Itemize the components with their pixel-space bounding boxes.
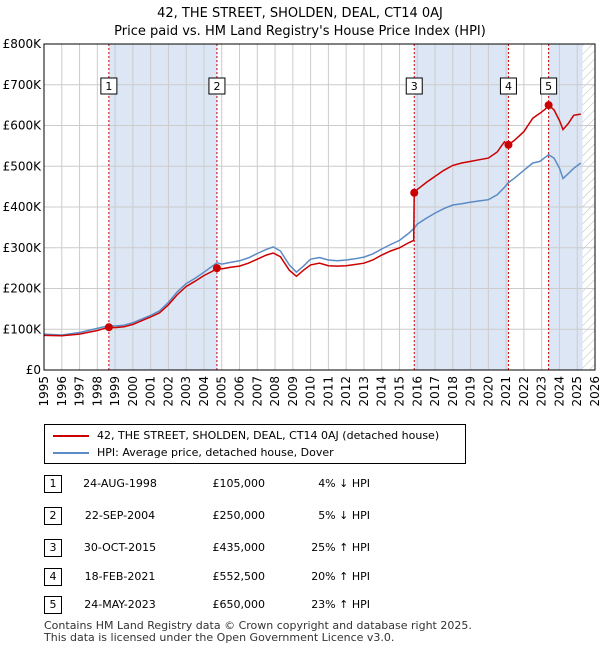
x-tick-label: 2000 [126, 376, 140, 407]
x-tick-label: 1997 [73, 376, 87, 407]
sale-point [212, 264, 221, 273]
x-tick-label: 2017 [428, 376, 442, 407]
legend-property-label: 42, THE STREET, SHOLDEN, DEAL, CT14 0AJ … [97, 429, 440, 442]
transaction-hpi: 4% ↓ HPI [318, 477, 370, 490]
y-tick-label: £400K [3, 200, 43, 214]
footer-licence: This data is licensed under the Open Gov… [44, 631, 395, 644]
plot-frame [43, 43, 596, 371]
x-tick-label: 2015 [392, 376, 406, 407]
transaction-number: 2 [44, 507, 62, 525]
transaction-hpi: 5% ↓ HPI [318, 509, 370, 522]
x-tick-label: 2004 [197, 376, 211, 407]
transaction-hpi: 20% ↑ HPI [311, 570, 370, 583]
transaction-price: £650,000 [212, 598, 266, 611]
sale-point [504, 140, 513, 149]
y-tick-label: £600K [3, 119, 43, 133]
x-tick-label: 2026 [588, 376, 600, 407]
x-tick-label: 2024 [552, 376, 566, 407]
transaction-number: 5 [44, 596, 62, 614]
y-tick-label: £700K [3, 78, 43, 92]
sale-label-box [405, 77, 423, 95]
x-tick-label: 1999 [108, 376, 122, 407]
sale-point [104, 323, 113, 332]
transaction-hpi: 25% ↑ HPI [311, 541, 370, 554]
hpi-line [43, 153, 582, 336]
transaction-number: 3 [44, 539, 62, 557]
x-tick-label: 2025 [570, 376, 584, 407]
x-tick-label: 2003 [179, 376, 193, 407]
transaction-row: 2 22-SEP-2004 £250,000 5% ↓ HPI [0, 507, 600, 525]
x-tick-label: 2001 [144, 376, 158, 407]
x-tick-label: 2009 [286, 376, 300, 407]
y-tick-label: £800K [3, 37, 43, 51]
transaction-date: 22-SEP-2004 [84, 509, 156, 522]
transaction-number: 4 [44, 568, 62, 586]
y-tick-label: £500K [3, 159, 43, 173]
x-tick-label: 2006 [233, 376, 247, 407]
transaction-hpi: 23% ↑ HPI [311, 598, 370, 611]
transaction-date: 18-FEB-2021 [84, 570, 156, 583]
x-tick-label: 2008 [268, 376, 282, 407]
x-tick-label: 2013 [357, 376, 371, 407]
transaction-price: £105,000 [212, 477, 266, 490]
sale-label-number: 4 [505, 80, 512, 93]
transaction-date: 24-AUG-1998 [83, 477, 157, 490]
transaction-price: £250,000 [212, 509, 266, 522]
sale-label-number: 3 [411, 80, 418, 93]
x-tick-label: 2002 [161, 376, 175, 407]
transaction-row: 1 24-AUG-1998 £105,000 4% ↓ HPI [0, 475, 600, 493]
x-tick-label: 2021 [499, 376, 513, 407]
transaction-number: 1 [44, 475, 62, 493]
sale-label-number: 5 [545, 80, 552, 93]
sale-label-box [208, 77, 226, 95]
transaction-price: £552,500 [212, 570, 266, 583]
legend-property-swatch [53, 435, 89, 437]
y-tick-label: £200K [3, 282, 43, 296]
transaction-price: £435,000 [212, 541, 266, 554]
y-tick-label: £100K [3, 322, 43, 336]
x-tick-label: 2007 [250, 376, 264, 407]
sale-point [410, 188, 419, 197]
x-tick-label: 2005 [215, 376, 229, 407]
x-tick-label: 2010 [304, 376, 318, 407]
sale-label-box [499, 77, 517, 95]
price-chart: 1 2 3 4 5 £0 £100K £200K £300K £400K £500K £600K £7… [3, 37, 600, 407]
x-tick-label: 2022 [517, 376, 531, 407]
transaction-row: 3 30-OCT-2015 £435,000 25% ↑ HPI [0, 539, 600, 557]
x-tick-label: 2011 [321, 376, 335, 407]
transaction-row: 5 24-MAY-2023 £650,000 23% ↑ HPI [0, 596, 600, 614]
legend: 42, THE STREET, SHOLDEN, DEAL, CT14 0AJ … [44, 424, 466, 464]
sale-point [544, 101, 553, 110]
sale-label-box [540, 77, 558, 95]
x-tick-label: 1998 [90, 376, 104, 407]
x-tick-label: 1995 [37, 376, 51, 407]
x-tick-label: 2023 [535, 376, 549, 407]
x-tick-label: 2019 [464, 376, 478, 407]
x-tick-label: 2012 [339, 376, 353, 407]
chart-title: 42, THE STREET, SHOLDEN, DEAL, CT14 0AJ [157, 6, 443, 21]
x-tick-label: 2014 [375, 376, 389, 407]
transaction-date: 24-MAY-2023 [84, 598, 156, 611]
legend-hpi-label: HPI: Average price, detached house, Dove… [97, 446, 334, 459]
x-tick-label: 2020 [481, 376, 495, 407]
sale-label-box [100, 77, 118, 95]
footer-copyright: Contains HM Land Registry data © Crown c… [44, 619, 472, 632]
x-tick-label: 2018 [446, 376, 460, 407]
y-tick-label: £300K [3, 241, 43, 255]
chart-subtitle: Price paid vs. HM Land Registry's House … [114, 24, 486, 39]
transaction-row: 4 18-FEB-2021 £552,500 20% ↑ HPI [0, 568, 600, 586]
property-price-line [43, 104, 581, 337]
legend-hpi-swatch [53, 452, 89, 454]
x-tick-label: 2016 [410, 376, 424, 407]
x-tick-label: 1996 [55, 376, 69, 407]
sale-label-number: 2 [213, 80, 220, 93]
y-tick-label: £0 [26, 363, 41, 377]
sale-label-number: 1 [105, 80, 112, 93]
transaction-date: 30-OCT-2015 [83, 541, 157, 554]
